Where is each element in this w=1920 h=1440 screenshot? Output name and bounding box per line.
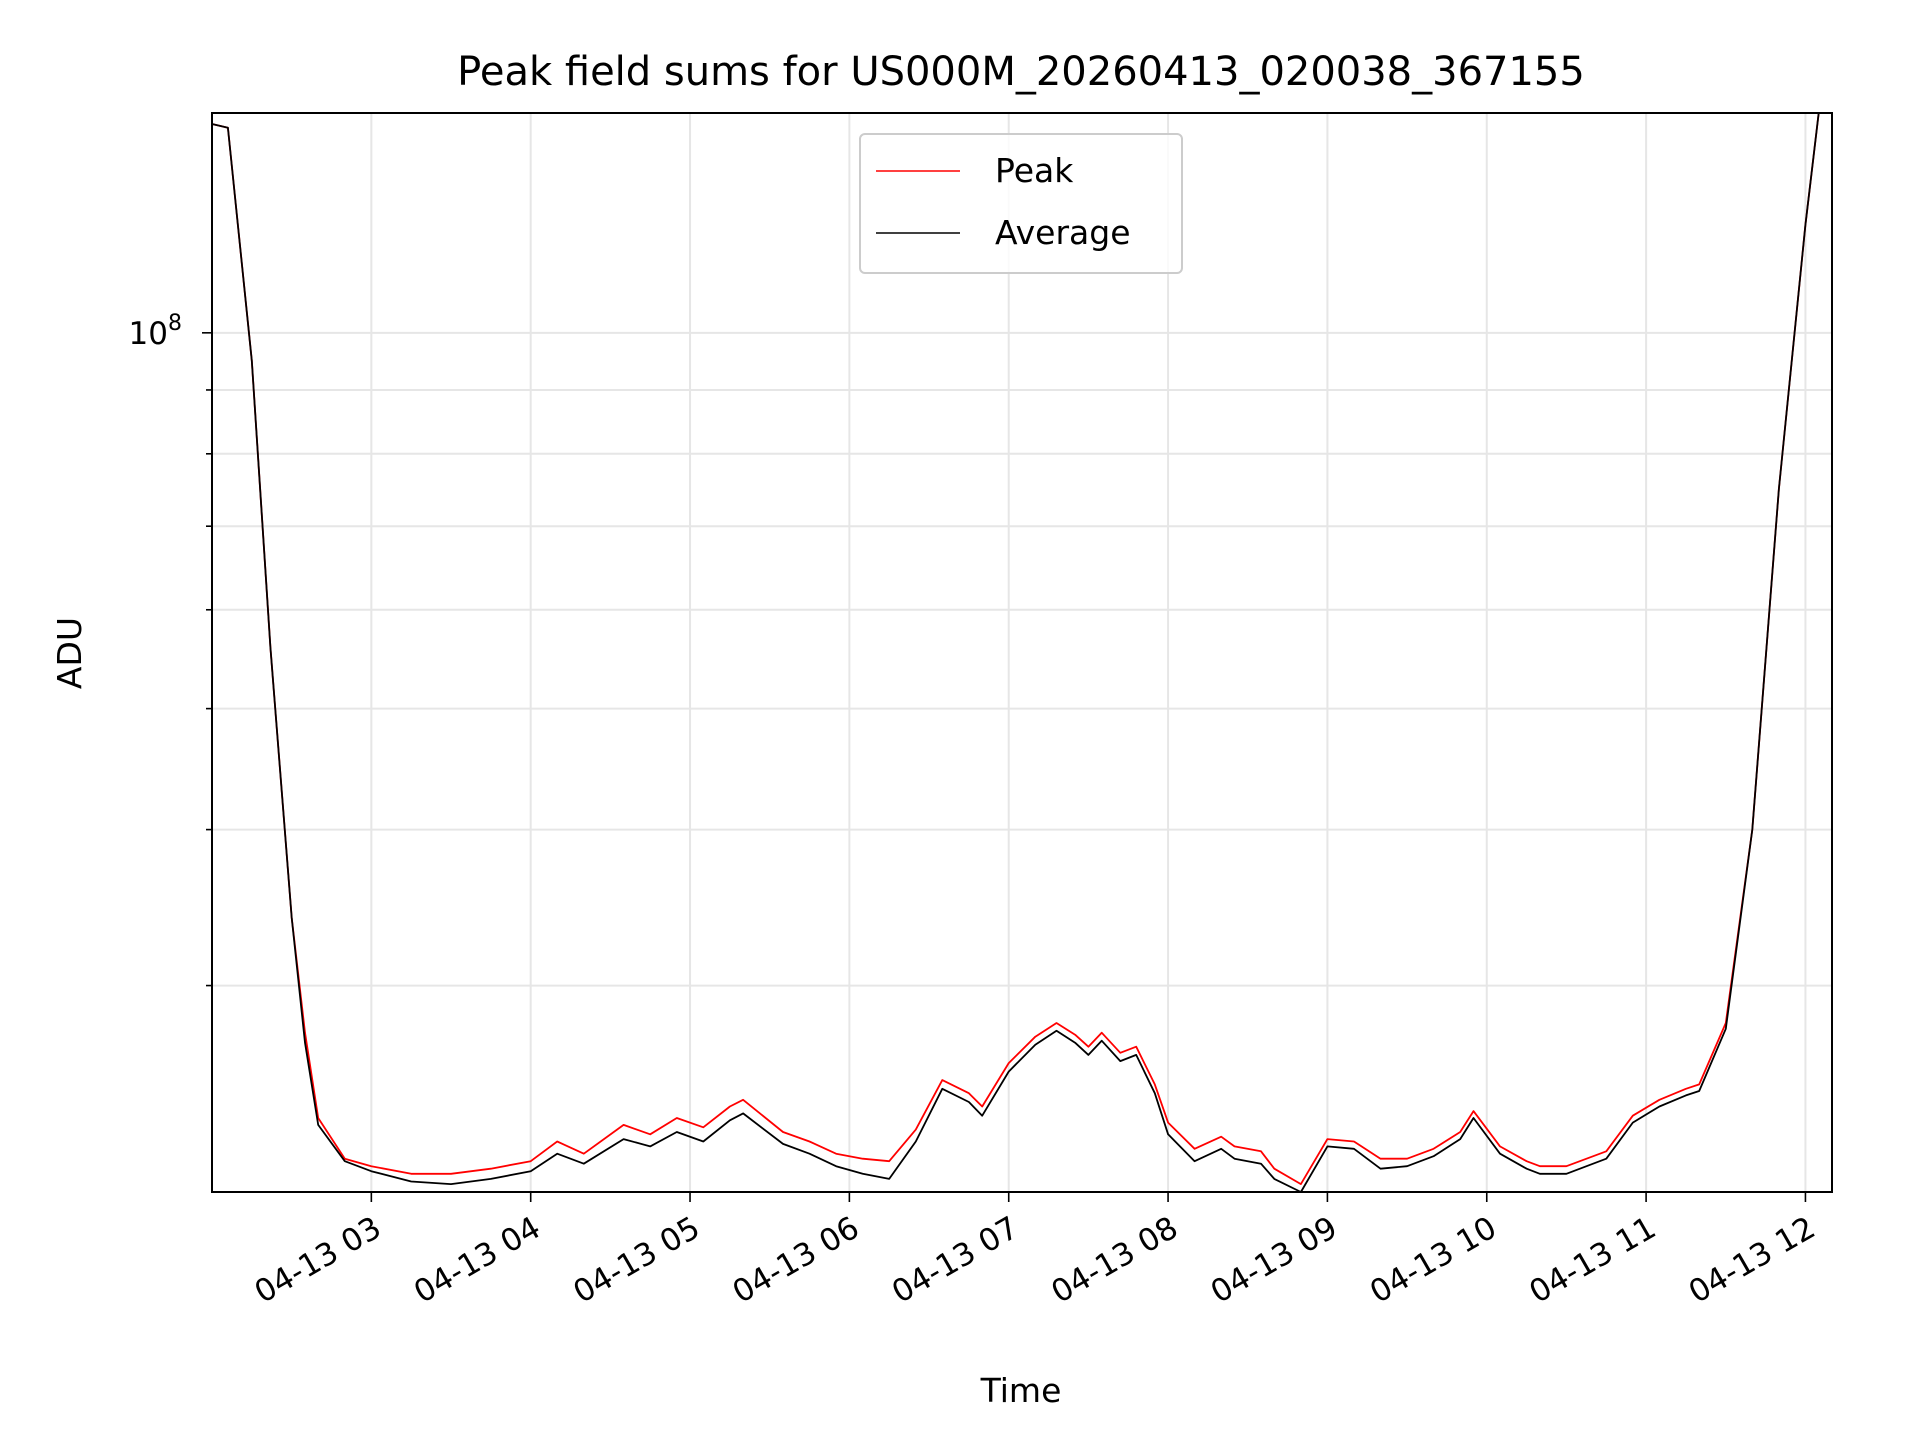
x-tick-label: 04-13 04 xyxy=(408,1210,547,1311)
x-tick-label: 04-13 07 xyxy=(886,1210,1025,1311)
grid xyxy=(212,113,1832,1192)
y-tick-labels: 108 xyxy=(129,311,182,352)
chart-title: Peak field sums for US000M_20260413_0200… xyxy=(457,49,1585,95)
legend: Peak Average xyxy=(859,133,1183,274)
x-tick-label: 04-13 12 xyxy=(1683,1210,1822,1311)
x-tick-label: 04-13 11 xyxy=(1523,1210,1662,1311)
x-tick-label: 04-13 06 xyxy=(727,1210,866,1311)
axes-frame xyxy=(211,112,1833,1193)
x-tick-label: 04-13 09 xyxy=(1205,1210,1344,1311)
x-tick-label: 04-13 08 xyxy=(1045,1210,1184,1311)
legend-label-peak: Peak xyxy=(995,151,1074,190)
x-tick-label: 04-13 03 xyxy=(249,1210,388,1311)
y-tick-label: 108 xyxy=(129,311,182,352)
series-line-average xyxy=(211,112,1820,1193)
legend-box xyxy=(859,133,1183,274)
y-axis-label: ADU xyxy=(50,617,89,689)
ticks xyxy=(202,332,1807,1202)
series-line-peak xyxy=(211,112,1820,1185)
x-tick-label: 04-13 05 xyxy=(567,1210,706,1311)
x-tick-labels: 04-13 03 04-13 04 04-13 05 04-13 06 04-13 07… xyxy=(249,1210,1822,1311)
x-axis-label: Time xyxy=(980,1371,1062,1410)
legend-label-average: Average xyxy=(995,213,1131,252)
plot-area xyxy=(211,112,1820,1193)
x-tick-label: 04-13 10 xyxy=(1364,1210,1503,1311)
